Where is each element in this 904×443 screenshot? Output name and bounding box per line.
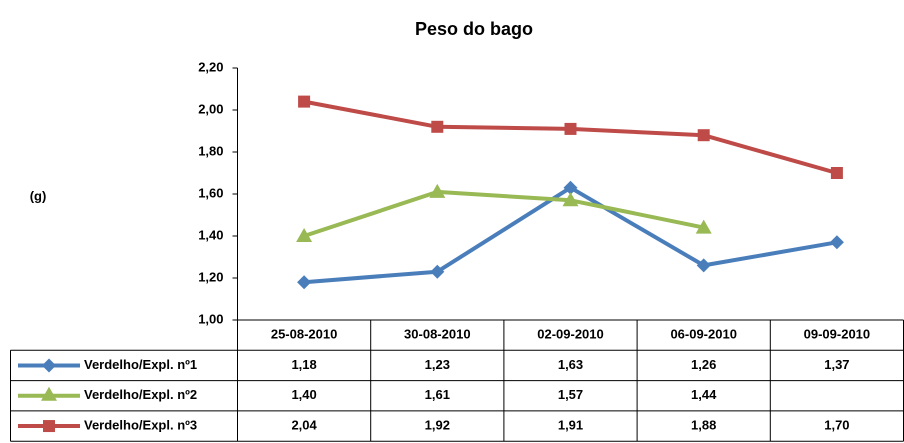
x-tick-label: 25-08-2010 [271,327,338,342]
table-value: 2,04 [291,417,317,432]
legend-label: Verdelho/Expl. nº2 [84,387,197,402]
series-line [303,189,705,238]
y-tick-label: 1,80 [198,143,223,158]
table-value: 1,18 [291,357,316,372]
marker [830,167,843,179]
marker [43,420,55,433]
x-tick-label: 30-08-2010 [404,327,471,342]
marker [297,275,312,290]
legend-label: Verdelho/Expl. nº1 [84,357,197,372]
x-tick-label: 02-09-2010 [537,327,604,342]
legend-label: Verdelho/Expl. nº3 [84,417,197,432]
y-tick-label: 1,00 [198,311,223,326]
marker [695,219,712,234]
marker [563,180,578,195]
y-tick-label: 2,20 [198,59,223,74]
table-value: 1,63 [558,357,583,372]
marker [696,258,711,273]
y-tick-label: 1,60 [198,185,223,200]
marker [41,386,57,401]
series-line [303,99,838,175]
marker [431,120,444,133]
table-value: 1,91 [558,417,583,432]
y-axis-label: (g) [30,188,47,203]
y-tick-label: 1,20 [198,269,223,284]
y-tick-label: 1,40 [198,227,223,242]
x-tick-label: 06-09-2010 [670,327,737,342]
y-tick-label: 2,00 [198,101,223,116]
marker [298,95,311,108]
table-value: 1,61 [425,387,450,402]
x-tick-label: 09-09-2010 [804,327,871,342]
marker [296,228,313,242]
table-value: 1,37 [824,357,849,372]
table-value: 1,92 [425,417,450,432]
marker [697,129,710,142]
table-value: 1,57 [558,387,583,402]
table-value: 1,40 [291,387,316,402]
marker [562,192,579,207]
table-value: 1,23 [425,357,450,372]
marker [564,122,577,135]
table-value: 1,44 [691,387,717,402]
marker [429,183,446,198]
table-value: 1,70 [824,417,849,432]
marker [829,235,844,250]
marker [42,358,56,373]
table-value: 1,88 [691,417,716,432]
table-value: 1,26 [691,357,716,372]
chart-title: Peso do bago [415,19,533,39]
marker [430,264,445,279]
